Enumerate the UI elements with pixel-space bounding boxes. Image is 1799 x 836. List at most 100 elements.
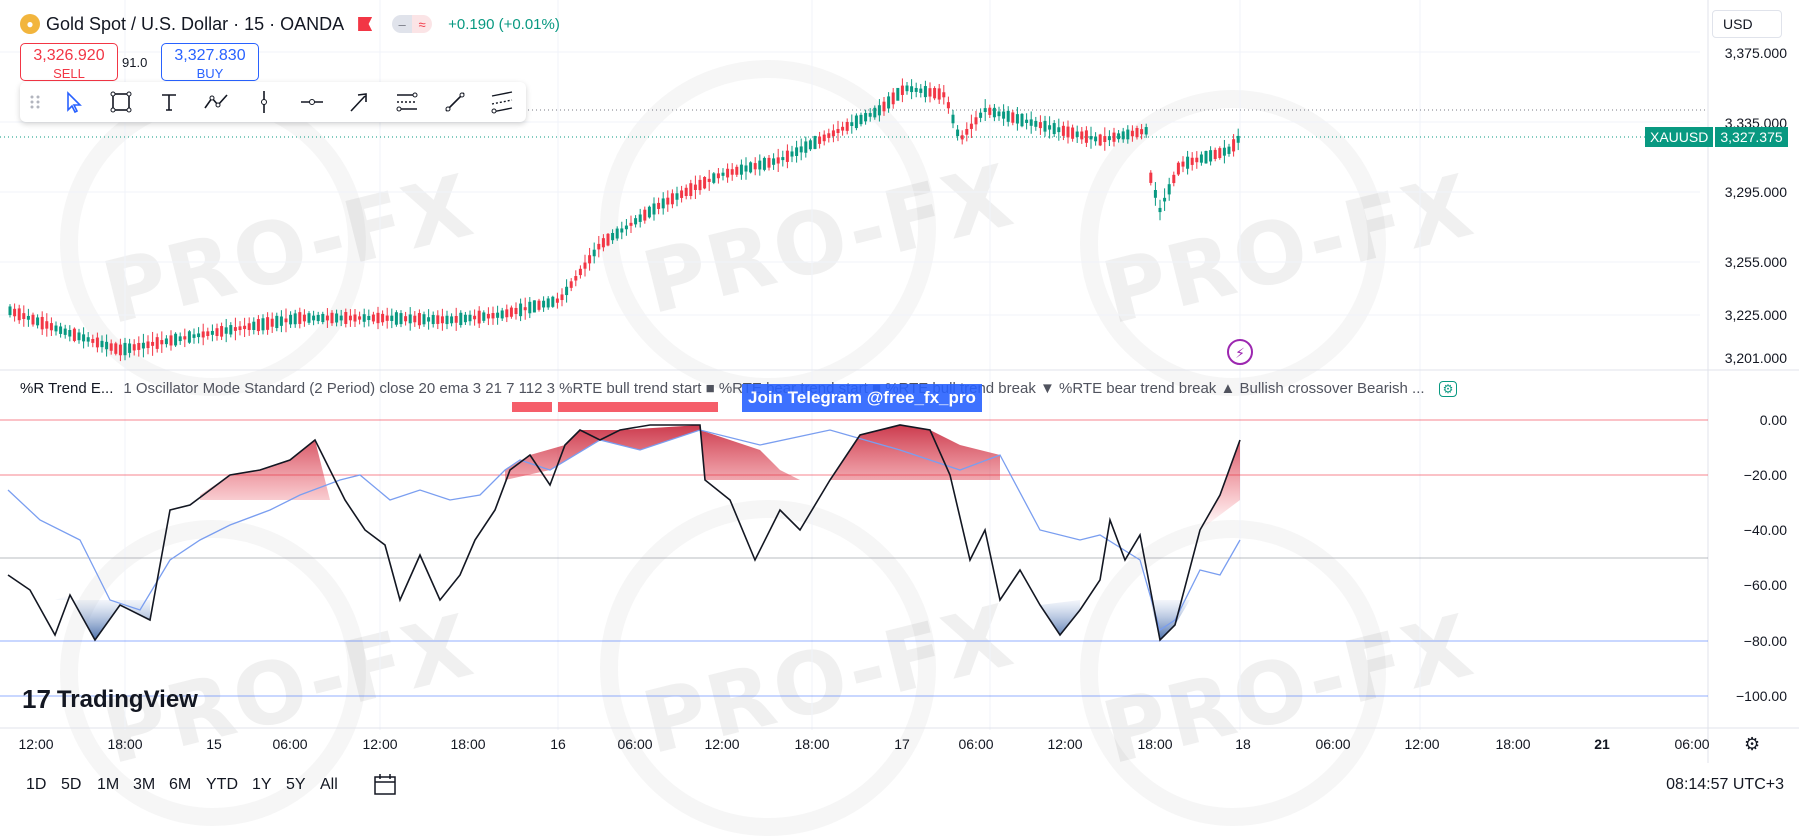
osc-scale-label: 0.00 [1759, 412, 1787, 428]
tradingview-logo[interactable]: 17 TradingView [22, 684, 198, 715]
candle-body [1190, 157, 1194, 165]
arrow-icon[interactable] [336, 82, 384, 122]
last-price-tag: XAUUSD 3,327.375 [1645, 127, 1788, 147]
candle-body [491, 312, 495, 319]
candle-body [739, 164, 743, 175]
last-price: 3,327.375 [1715, 127, 1788, 147]
candle-body [1002, 111, 1006, 119]
range-button-all[interactable]: All [320, 776, 338, 793]
candle-body [965, 128, 969, 135]
candle-body [463, 314, 467, 323]
parallel-channel-icon[interactable] [478, 82, 526, 122]
candle-body [670, 193, 674, 205]
rectangle-icon[interactable] [97, 82, 145, 122]
trend-line-icon[interactable] [431, 82, 479, 122]
range-button-6m[interactable]: 6M [169, 776, 192, 793]
candle-body [946, 102, 950, 109]
candle-body [1020, 113, 1024, 127]
candle-body [229, 325, 233, 335]
candle-body [896, 87, 900, 101]
cursor-arrow-icon[interactable] [50, 82, 98, 122]
candle-body [1052, 123, 1056, 135]
status-pill[interactable]: – ≈ [392, 15, 433, 33]
candle-body [390, 315, 394, 321]
candle-body [1025, 119, 1029, 123]
candle-body [59, 326, 63, 334]
candle-body [82, 334, 86, 342]
candle-body [22, 313, 26, 319]
sell-label: SELL [53, 66, 85, 81]
candle-body [735, 166, 739, 175]
range-button-1y[interactable]: 1Y [252, 776, 272, 793]
currency-selector[interactable]: USD [1712, 10, 1782, 38]
chart-canvas[interactable]: ⚡ [0, 0, 1799, 805]
drag-handle-icon[interactable] [20, 82, 50, 122]
candle-body [914, 87, 918, 92]
candle-body [988, 107, 992, 115]
range-button-1m[interactable]: 1M [97, 776, 120, 793]
buy-button[interactable]: 3,327.830 BUY [161, 43, 259, 81]
calendar-icon[interactable] [372, 772, 398, 803]
clock[interactable]: 08:14:57 UTC+3 [1666, 776, 1784, 793]
indicator-legend[interactable]: %R Trend E... 1 Oscillator Mode Standard… [20, 380, 1458, 397]
candle-body [473, 315, 477, 320]
candle-body [523, 307, 527, 311]
indicator-name[interactable]: %R Trend E... [20, 380, 114, 397]
candle-body [551, 296, 555, 307]
candle-body [404, 316, 408, 322]
time-label: 12:00 [362, 736, 398, 752]
symbol-tag: XAUUSD [1645, 127, 1714, 147]
path-icon[interactable] [193, 82, 241, 122]
fib-retracement-icon[interactable] [383, 82, 431, 122]
candle-body [1144, 127, 1148, 135]
candle-body [1006, 110, 1010, 122]
range-button-5y[interactable]: 5Y [286, 776, 306, 793]
time-label: 12:00 [1404, 736, 1440, 752]
price-change: +0.190 (+0.01%) [448, 15, 560, 33]
svg-text:⚡: ⚡ [1235, 346, 1245, 362]
candle-body [284, 318, 288, 323]
time-label: 06:00 [617, 736, 653, 752]
text-icon[interactable] [145, 82, 193, 122]
candle-body [427, 317, 431, 322]
flag-icon[interactable] [358, 17, 373, 31]
axis-settings-icon[interactable]: ⚙ [1744, 734, 1761, 754]
candle-body [560, 294, 564, 301]
candle-body [887, 96, 891, 109]
horizontal-ray-icon[interactable] [288, 82, 336, 122]
candle-body [1227, 146, 1231, 154]
range-button-ytd[interactable]: YTD [206, 776, 238, 793]
candle-body [243, 325, 247, 330]
candle-body [238, 326, 242, 331]
candle-body [555, 298, 559, 303]
candle-body [206, 331, 210, 336]
candle-body [335, 313, 339, 323]
vertical-line-icon[interactable] [240, 82, 288, 122]
range-button-5d[interactable]: 5D [61, 776, 82, 793]
candle-body [1075, 131, 1079, 138]
candle-body [385, 315, 389, 321]
candle-body [486, 313, 490, 319]
indicator-settings-icon[interactable]: ⚙ [1438, 380, 1458, 397]
range-button-3m[interactable]: 3M [133, 776, 156, 793]
candle-body [785, 150, 789, 162]
candle-body [169, 335, 173, 346]
candle-body [436, 315, 440, 324]
candle-body [1195, 157, 1199, 163]
candle-body [192, 334, 196, 338]
drawing-toolbar [20, 82, 526, 122]
candle-body [261, 318, 265, 331]
candle-body [445, 315, 449, 325]
sell-button[interactable]: 3,326.920 SELL [20, 43, 118, 81]
signal-line [7, 429, 1241, 632]
symbol-title[interactable]: Gold Spot / U.S. Dollar · 15 · OANDA [46, 13, 345, 34]
candle-body [367, 315, 371, 321]
candle-body [514, 307, 518, 315]
candle-body [477, 310, 481, 324]
tradingview-mark-icon: 17 [22, 684, 51, 714]
candle-body [758, 160, 762, 170]
time-label: 12:00 [18, 736, 54, 752]
candle-body [707, 178, 711, 182]
candle-body [703, 176, 707, 189]
range-button-1d[interactable]: 1D [26, 776, 47, 793]
